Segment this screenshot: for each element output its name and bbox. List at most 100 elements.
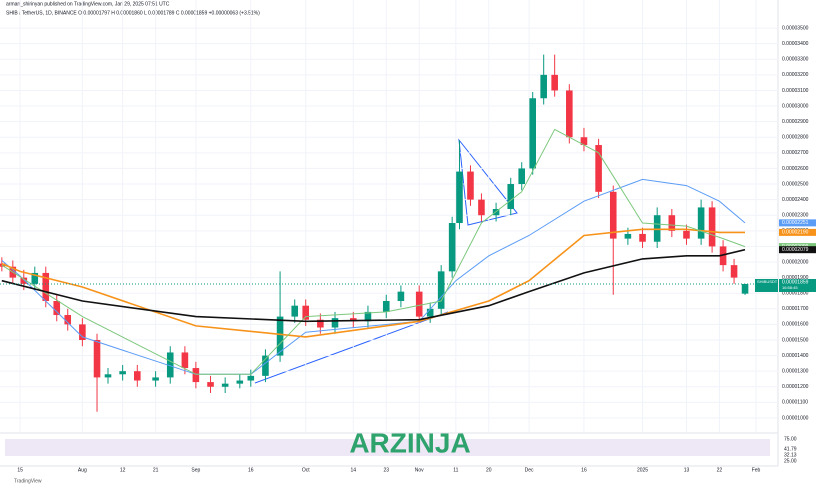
candle-body	[708, 207, 716, 247]
x-tick-label: 13	[684, 467, 690, 473]
candle-body	[609, 191, 617, 239]
candle-body	[653, 215, 661, 242]
y-tick-label: 0.00003000	[782, 103, 809, 109]
candle-body	[529, 98, 536, 169]
candle-body	[192, 368, 200, 383]
candle-body	[397, 291, 405, 301]
candle-body	[540, 74, 547, 99]
x-tick-label: Feb	[752, 467, 761, 473]
triangle-pattern	[458, 138, 518, 226]
y-tick-label: 0.00002700	[782, 150, 809, 156]
candle-body	[697, 207, 705, 239]
candle-body	[42, 272, 50, 301]
y-tick-label: 0.00001700	[782, 306, 809, 312]
x-tick-label: Nov	[415, 467, 424, 473]
x-tick-label: 21	[153, 467, 159, 473]
candle-body	[291, 305, 299, 317]
rsi-label: 41.79	[784, 446, 797, 452]
y-tick-label: 0.00002900	[782, 119, 809, 125]
candle-body	[448, 223, 456, 272]
candle-body	[415, 291, 423, 317]
y-tick-label: 0.00003400	[782, 41, 809, 47]
candle-body	[331, 318, 339, 328]
candle-body	[276, 316, 284, 356]
x-tick-label: 11	[453, 467, 458, 473]
candle-body	[262, 355, 269, 376]
x-tick-label: 22	[717, 467, 723, 473]
x-tick-label: 15	[17, 467, 23, 473]
symbol-tag: SHIBUSDT	[757, 279, 778, 284]
x-tick-label: 2025	[637, 467, 648, 473]
candle-body	[507, 184, 515, 209]
candle-body	[364, 311, 372, 322]
candle-body	[221, 383, 229, 387]
y-tick-label: 0.00001900	[782, 275, 809, 281]
candle-body	[166, 352, 174, 378]
candle-body	[133, 371, 141, 381]
candle-body	[152, 377, 159, 381]
candle-body	[624, 233, 632, 239]
symbol-line: SHIB / TetherUS, 1D, BINANCE O 0.0000179…	[6, 10, 260, 16]
y-tick-label: 0.00002400	[782, 197, 809, 203]
candle-body	[437, 271, 445, 309]
candle-body	[104, 374, 112, 378]
moving-average	[1, 248, 746, 323]
x-tick-label: 16	[581, 467, 587, 473]
y-tick-label: 0.00003200	[782, 72, 809, 78]
moving-average	[1, 178, 746, 375]
candle-body	[79, 324, 86, 340]
y-tick-label: 0.00003100	[782, 88, 809, 94]
candle-body	[20, 277, 28, 284]
y-tick-label: 0.00002000	[782, 259, 809, 265]
last-price-label: 0.00001859	[782, 279, 809, 285]
price-tag	[779, 219, 816, 227]
candle-body	[181, 352, 189, 369]
y-tick-label: 0.00001800	[782, 291, 809, 297]
moving-average	[1, 128, 746, 375]
rsi-label: 75.00	[784, 436, 797, 442]
x-tick-label: 12	[120, 467, 126, 473]
footer: TradingView	[14, 478, 42, 484]
candle-body	[456, 171, 463, 224]
y-tick-label: 0.00001300	[782, 369, 809, 375]
candle-body	[683, 230, 690, 239]
y-tick-label: 0.00001100	[782, 400, 808, 406]
x-tick-label: 14	[351, 467, 357, 473]
candle-body	[741, 283, 749, 294]
candle-body	[119, 371, 126, 375]
candle-body	[31, 272, 39, 284]
rsi-label: 25.00	[784, 458, 797, 464]
candle-body	[730, 265, 738, 278]
price-tag	[779, 228, 816, 236]
watermark: ARZINJA	[349, 427, 470, 458]
candle-body	[668, 215, 676, 231]
y-tick-label: 0.00003300	[782, 57, 809, 63]
candle-body	[317, 319, 324, 328]
x-tick-label: Oct	[302, 467, 310, 473]
candle-body	[639, 233, 646, 242]
candle-body	[247, 375, 255, 381]
candle-body	[53, 300, 61, 316]
countdown: 16:58:45	[782, 285, 798, 290]
price-tag	[779, 278, 816, 292]
x-tick-label: Sep	[191, 467, 200, 473]
y-tick-label: 0.00003500	[782, 25, 809, 31]
candle-body	[382, 300, 390, 312]
candle-body	[478, 199, 485, 216]
rsi-label: 32.13	[784, 452, 797, 458]
x-tick-label: 23	[383, 467, 389, 473]
moving-average	[1, 228, 745, 338]
candle-body	[551, 74, 558, 91]
candle-body	[207, 382, 214, 387]
candle-body	[426, 308, 434, 317]
y-tick-label: 0.00001200	[782, 384, 809, 390]
candle-body	[350, 318, 357, 322]
candle-body	[595, 145, 602, 192]
price-tag	[779, 246, 816, 254]
y-tick-label: 0.00001400	[782, 353, 809, 359]
candle-body	[302, 305, 310, 320]
price-tag-label: 0.00002251	[782, 220, 809, 226]
